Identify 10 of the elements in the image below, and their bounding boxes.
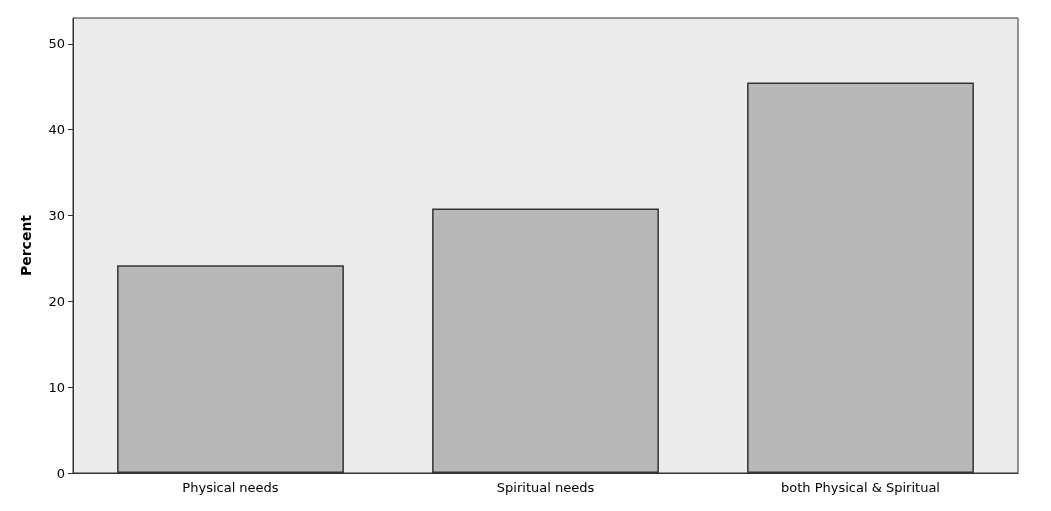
y-tick-label: 30 [48,207,65,223]
y-axis-title: Percent [18,214,34,277]
y-tick-label: 0 [56,465,65,481]
y-tick-label: 20 [48,293,65,309]
x-tick-label: Spiritual needs [496,480,595,495]
y-tick-label: 10 [48,379,65,395]
y-tick-label: 40 [48,122,65,138]
y-tick-label: 50 [48,36,65,52]
x-tick-label: both Physical & Spiritual [781,480,940,495]
x-tick-label: Physical needs [182,480,279,495]
